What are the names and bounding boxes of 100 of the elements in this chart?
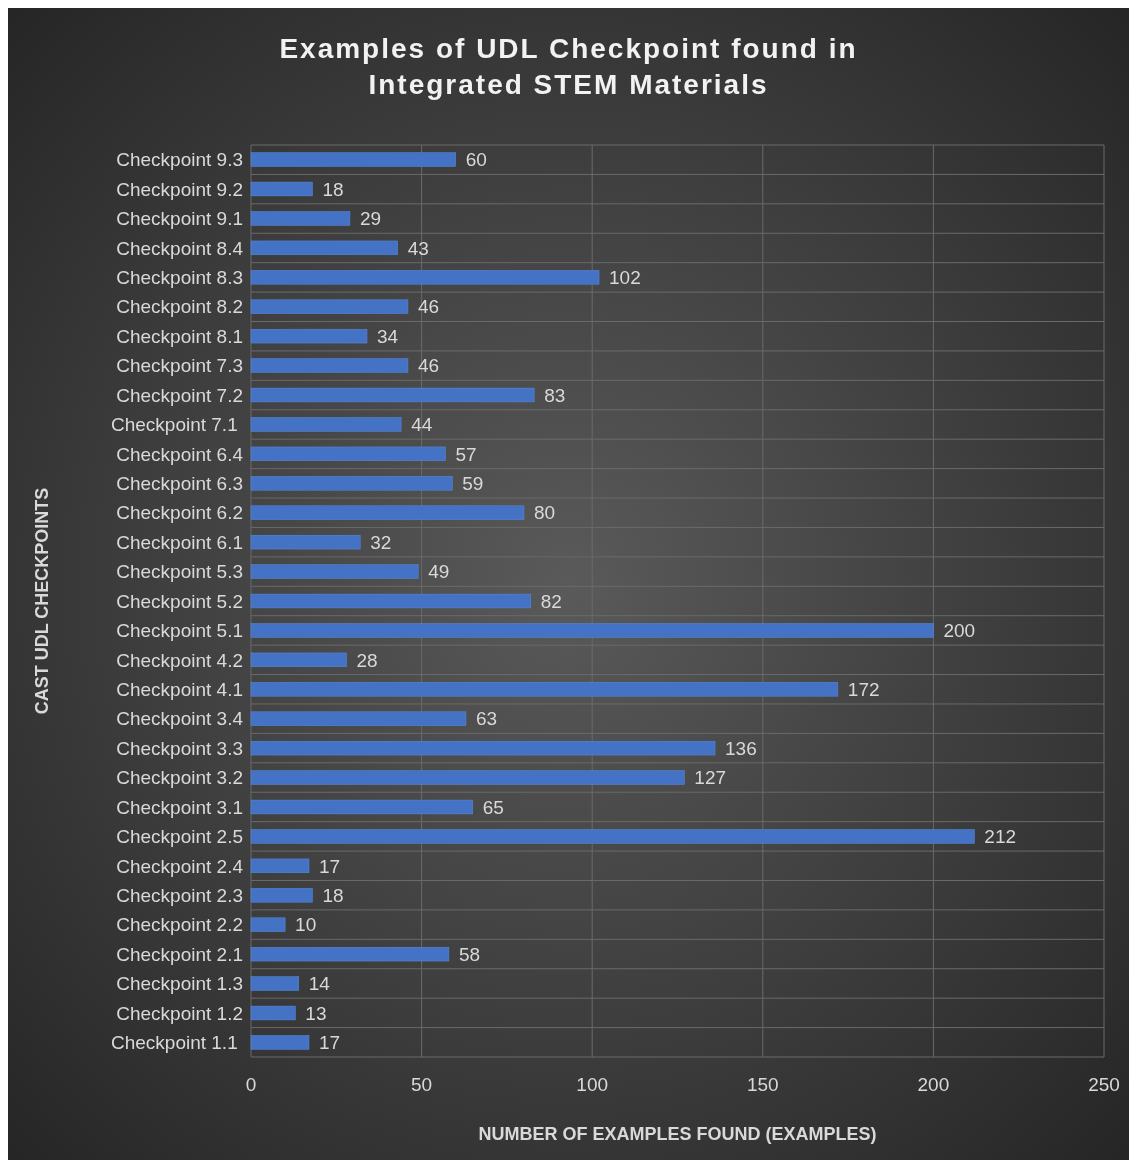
- x-tick-label: 50: [411, 1074, 433, 1095]
- x-tick-label: 0: [245, 1074, 257, 1095]
- data-label: 59: [462, 472, 484, 494]
- y-tick-label: Checkpoint 2.5: [116, 826, 243, 848]
- y-tick-label: Checkpoint 8.2: [116, 296, 243, 318]
- data-label: 10: [295, 914, 317, 936]
- bar: [250, 446, 446, 462]
- x-axis-title: NUMBER OF EXAMPLES FOUND (EXAMPLES): [478, 1124, 877, 1144]
- data-label: 13: [305, 1002, 327, 1024]
- y-tick-label: Checkpoint 2.1: [116, 943, 243, 965]
- data-label: 49: [428, 561, 450, 583]
- bar: [250, 917, 286, 932]
- data-label: 57: [455, 443, 477, 465]
- bar: [250, 505, 525, 520]
- bar: [250, 534, 361, 550]
- data-label: 65: [482, 796, 504, 818]
- data-label: 83: [544, 384, 566, 406]
- y-tick-label: Checkpoint 6.4: [116, 443, 244, 465]
- y-tick-label: Checkpoint 2.2: [116, 914, 243, 936]
- x-tick-label: 250: [1088, 1074, 1120, 1095]
- data-label: 58: [458, 943, 481, 965]
- y-tick-label: Checkpoint 6.2: [116, 502, 243, 524]
- y-tick-label: Checkpoint 2.3: [116, 884, 243, 906]
- data-label: 32: [370, 531, 392, 553]
- data-label: 80: [533, 502, 556, 524]
- y-tick-label: Checkpoint 9.3: [116, 149, 243, 171]
- y-tick-label: Checkpoint 8.1: [116, 325, 243, 347]
- data-label: 136: [725, 737, 757, 759]
- data-label: 29: [359, 208, 382, 230]
- data-label: 63: [475, 708, 498, 730]
- bar: [250, 623, 934, 638]
- bar: [250, 740, 716, 756]
- bar: [250, 270, 600, 285]
- bar: [250, 946, 450, 962]
- y-tick-label: Checkpoint 1.3: [116, 973, 243, 995]
- y-tick-label: Checkpoint 7.1: [110, 414, 243, 436]
- bar: [250, 888, 313, 903]
- bar: [250, 1035, 310, 1050]
- data-label: 18: [322, 884, 344, 906]
- bar: [250, 976, 300, 991]
- data-label: 44: [411, 414, 433, 436]
- y-tick-label: Checkpoint 5.1: [116, 620, 243, 642]
- data-label: 200: [943, 620, 976, 642]
- y-axis-title: CAST UDL CHECKPOINTS: [32, 487, 52, 715]
- y-tick-label: Checkpoint 4.2: [116, 649, 243, 671]
- bar: [250, 299, 409, 314]
- bar: [250, 211, 351, 226]
- bar: [250, 593, 532, 609]
- bar: [250, 829, 975, 844]
- y-tick-label: Checkpoint 7.3: [116, 355, 243, 377]
- bar: [250, 328, 368, 344]
- y-tick-label: Checkpoint 4.1: [116, 678, 243, 700]
- data-label: 18: [322, 178, 344, 200]
- y-tick-label: Checkpoint 3.1: [116, 796, 243, 818]
- y-tick-label: Checkpoint 6.1: [116, 531, 243, 553]
- y-tick-label: Checkpoint 2.4: [116, 855, 244, 877]
- data-label: 28: [356, 649, 378, 671]
- data-label: 212: [984, 826, 1017, 848]
- y-tick-label: Checkpoint 9.1: [116, 208, 243, 230]
- bar: [250, 417, 402, 432]
- bar: [250, 152, 456, 167]
- data-label: 43: [407, 237, 429, 259]
- y-tick-label: Checkpoint 3.4: [116, 708, 244, 730]
- x-tick-label: 150: [746, 1074, 779, 1095]
- bar: [250, 858, 310, 874]
- y-tick-label: Checkpoint 3.2: [116, 767, 243, 789]
- data-label: 82: [540, 590, 562, 612]
- data-label: 34: [377, 325, 399, 347]
- y-tick-label: Checkpoint 1.1: [110, 1032, 243, 1054]
- data-label: 46: [417, 296, 440, 318]
- chart-title: Examples of UDL Checkpoint found in Integrated STEM Materials: [279, 33, 858, 100]
- x-tick-label: 200: [917, 1074, 950, 1095]
- bar: [250, 358, 409, 373]
- data-label: 17: [319, 1032, 341, 1054]
- data-label: 127: [694, 767, 727, 789]
- data-label: 102: [609, 266, 641, 288]
- bar: [250, 387, 535, 403]
- y-tick-label: Checkpoint 3.3: [116, 737, 243, 759]
- x-tick-label: 100: [576, 1074, 609, 1095]
- bar: [250, 799, 474, 815]
- bar: [250, 564, 419, 579]
- bar: [250, 770, 685, 785]
- y-tick-label: Checkpoint 9.2: [116, 178, 243, 200]
- data-label: 60: [465, 149, 487, 171]
- bar: [250, 240, 398, 256]
- bar: [250, 682, 839, 697]
- bar: [250, 652, 347, 668]
- bar: [250, 1005, 296, 1021]
- bar: [250, 181, 313, 197]
- y-tick-label: Checkpoint 8.4: [116, 237, 244, 259]
- y-tick-label: Checkpoint 5.2: [116, 590, 243, 612]
- y-tick-label: Checkpoint 1.2: [116, 1002, 243, 1024]
- y-tick-label: Checkpoint 7.2: [116, 384, 243, 406]
- y-tick-label: Checkpoint 8.3: [116, 266, 243, 288]
- y-tick-label: Checkpoint 5.3: [116, 561, 243, 583]
- data-label: 46: [417, 355, 440, 377]
- data-label: 17: [319, 855, 341, 877]
- y-tick-label: Checkpoint 6.3: [116, 472, 243, 494]
- data-label: 172: [847, 678, 880, 700]
- data-label: 14: [308, 973, 331, 995]
